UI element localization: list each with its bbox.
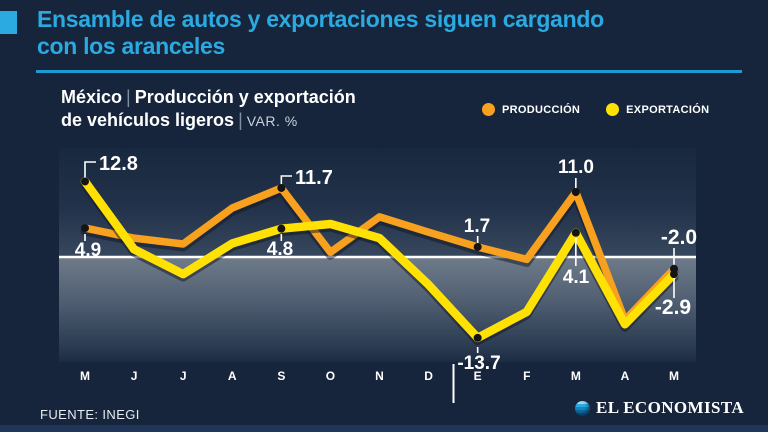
month-label: M: [669, 369, 679, 383]
exportacion-dot-icon: [606, 103, 620, 116]
month-label: M: [80, 369, 90, 383]
month-label: J: [180, 369, 187, 383]
chart-legend: PRODUCCIÓN EXPORTACIÓN: [482, 103, 709, 116]
title-accent-square: [0, 11, 17, 34]
month-label: O: [326, 369, 335, 383]
subtitle-topic-2: de vehículos ligeros: [61, 110, 235, 130]
subtitle-topic-1: Producción y exportación: [134, 87, 356, 107]
brand-logo: EL ECONOMISTA: [575, 398, 744, 418]
produccion-dot-icon: [482, 103, 495, 116]
bottom-strip: [0, 425, 768, 432]
title-line-1: Ensamble de autos y exportaciones siguen…: [37, 6, 604, 32]
month-label: D: [424, 369, 433, 383]
page-title: Ensamble de autos y exportaciones siguen…: [37, 6, 757, 60]
legend-label-exportacion: EXPORTACIÓN: [626, 103, 710, 116]
month-label: J: [131, 369, 138, 383]
month-label: A: [228, 369, 237, 383]
month-label: E: [474, 369, 482, 383]
subtitle-separator-2: |: [238, 110, 243, 130]
brand-name: EL ECONOMISTA: [596, 398, 744, 417]
legend-item-exportacion: EXPORTACIÓN: [606, 103, 709, 116]
title-rule: [36, 70, 742, 73]
plot-area-negative: [59, 257, 696, 362]
title-line-2: con los aranceles: [37, 33, 225, 59]
source-note: FUENTE: INEGI: [40, 407, 140, 422]
month-label: M: [571, 369, 581, 383]
month-label: A: [621, 369, 630, 383]
subtitle-region: México: [61, 87, 123, 107]
legend-label-produccion: PRODUCCIÓN: [502, 103, 581, 116]
month-label: N: [375, 369, 384, 383]
subtitle-line-2: de vehículos ligeros | VAR. %: [61, 109, 356, 133]
subtitle-unit: VAR. %: [246, 113, 298, 129]
chart-subtitle: México | Producción y exportación de vehíc…: [61, 86, 356, 133]
legend-item-produccion: PRODUCCIÓN: [482, 103, 580, 116]
plot-area-positive: [59, 148, 696, 257]
subtitle-line-1: México | Producción y exportación: [61, 86, 356, 109]
subtitle-separator: |: [126, 87, 131, 107]
month-label: F: [523, 369, 530, 383]
month-label: S: [277, 369, 285, 383]
el-economista-globe-icon: [575, 400, 590, 416]
